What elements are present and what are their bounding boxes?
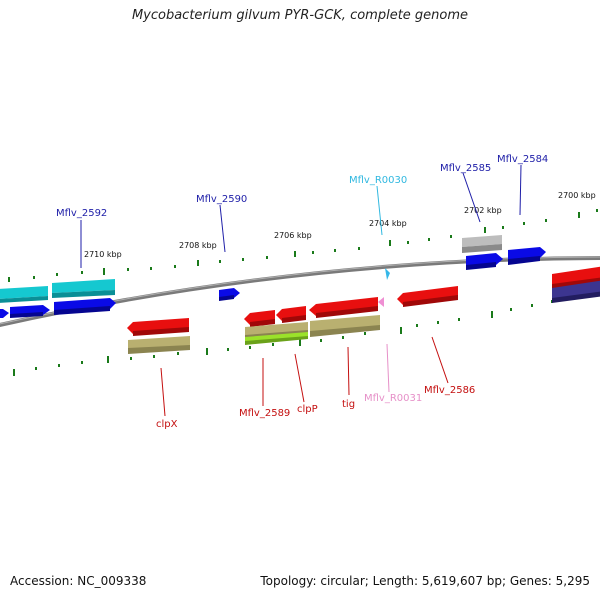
gene-blue-2[interactable] [10, 305, 50, 318]
leader-lines [80, 164, 522, 417]
label-mflv-r0031: Mflv_R0031 [364, 393, 422, 404]
label-mflv-2586: Mflv_2586 [424, 385, 475, 396]
gene-mflv-2589-lime[interactable] [245, 332, 308, 345]
gene-tig-khaki[interactable] [310, 315, 380, 337]
gene-mflv-2589[interactable] [244, 310, 275, 327]
scale-label-2704: 2704 kbp [369, 219, 407, 228]
trna-mflv-r0030[interactable] [385, 268, 390, 280]
scale-label-2708: 2708 kbp [179, 241, 217, 250]
gene-mflv-2585[interactable] [462, 235, 502, 253]
label-tig: tig [342, 399, 355, 410]
label-mflv-2590: Mflv_2590 [196, 194, 247, 205]
gene-tig[interactable] [309, 297, 378, 318]
gene-clpx-khaki[interactable] [128, 336, 190, 354]
accession-text: Accession: NC_009338 [10, 574, 147, 588]
gene-mflv-2584[interactable] [508, 247, 546, 265]
label-mflv-2585: Mflv_2585 [440, 163, 491, 174]
scale-label-2702: 2702 kbp [464, 206, 502, 215]
label-mflv-2592: Mflv_2592 [56, 208, 107, 219]
gene-blue-2585b[interactable] [466, 253, 503, 270]
scale-label-2706: 2706 kbp [274, 231, 312, 240]
gene-red-right-edge[interactable] [552, 266, 600, 289]
gene-mflv-2592[interactable] [52, 279, 115, 298]
gene-blue-left-partial[interactable] [0, 309, 9, 318]
label-mflv-2589: Mflv_2589 [239, 408, 290, 419]
scale-label-2700: 2700 kbp [558, 191, 596, 200]
label-mflv-2584: Mflv_2584 [497, 154, 548, 165]
map-title: Mycobacterium gilvum PYR-GCK, complete g… [131, 8, 469, 23]
gene-mflv-2586[interactable] [397, 286, 458, 307]
trna-mflv-r0031[interactable] [378, 297, 384, 307]
label-mflv-r0030: Mflv_R0030 [349, 175, 407, 186]
gene-clpx[interactable] [127, 318, 189, 336]
label-clpx: clpX [156, 419, 178, 430]
gene-cyan-1[interactable] [0, 286, 48, 303]
label-clpp: clpP [297, 404, 318, 415]
gene-navy-right-edge[interactable] [552, 280, 600, 303]
inner-scale-ticks [13, 300, 553, 376]
genome-summary-text: Topology: circular; Length: 5,619,607 bp… [260, 574, 590, 588]
gene-clpp[interactable] [276, 306, 306, 323]
gene-mflv-2590[interactable] [219, 288, 240, 301]
outer-scale-ticks [8, 209, 598, 282]
gene-blue-3[interactable] [54, 298, 116, 315]
scale-label-2710: 2710 kbp [84, 250, 122, 259]
